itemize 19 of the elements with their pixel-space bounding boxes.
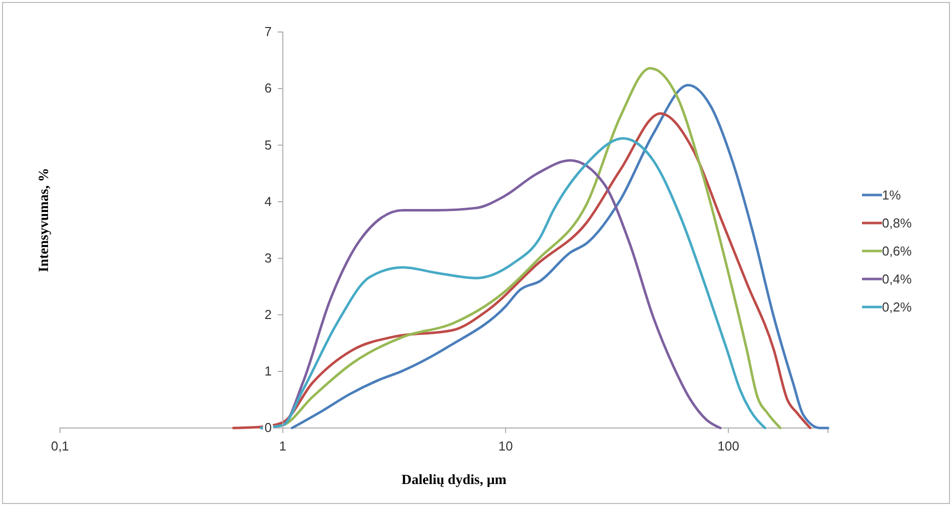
x-axis-title: Dalelių dydis, µm xyxy=(402,473,507,488)
x-tick-label: 10 xyxy=(498,438,513,454)
y-tick-label: 3 xyxy=(264,250,272,266)
legend-label: 1% xyxy=(882,188,902,203)
y-tick-label: 5 xyxy=(264,137,272,152)
y-tick-label: 4 xyxy=(264,194,272,209)
y-axis-title: Intensyvumas, % xyxy=(37,168,52,272)
y-tick-label: 1 xyxy=(264,364,272,379)
y-tick-label: 0 xyxy=(264,420,272,436)
x-tick-label: 0,1 xyxy=(50,438,70,454)
legend-label: 0,6% xyxy=(882,244,912,259)
y-tick-label: 7 xyxy=(264,24,272,40)
y-tick-label: 2 xyxy=(264,307,272,322)
x-tick-label: 1 xyxy=(279,438,286,454)
legend-label: 0,4% xyxy=(882,272,912,287)
legend-label: 0,8% xyxy=(882,216,912,231)
y-tick-label: 6 xyxy=(264,80,272,96)
legend-label: 0,2% xyxy=(882,300,912,315)
x-tick-label: 100 xyxy=(718,438,740,454)
